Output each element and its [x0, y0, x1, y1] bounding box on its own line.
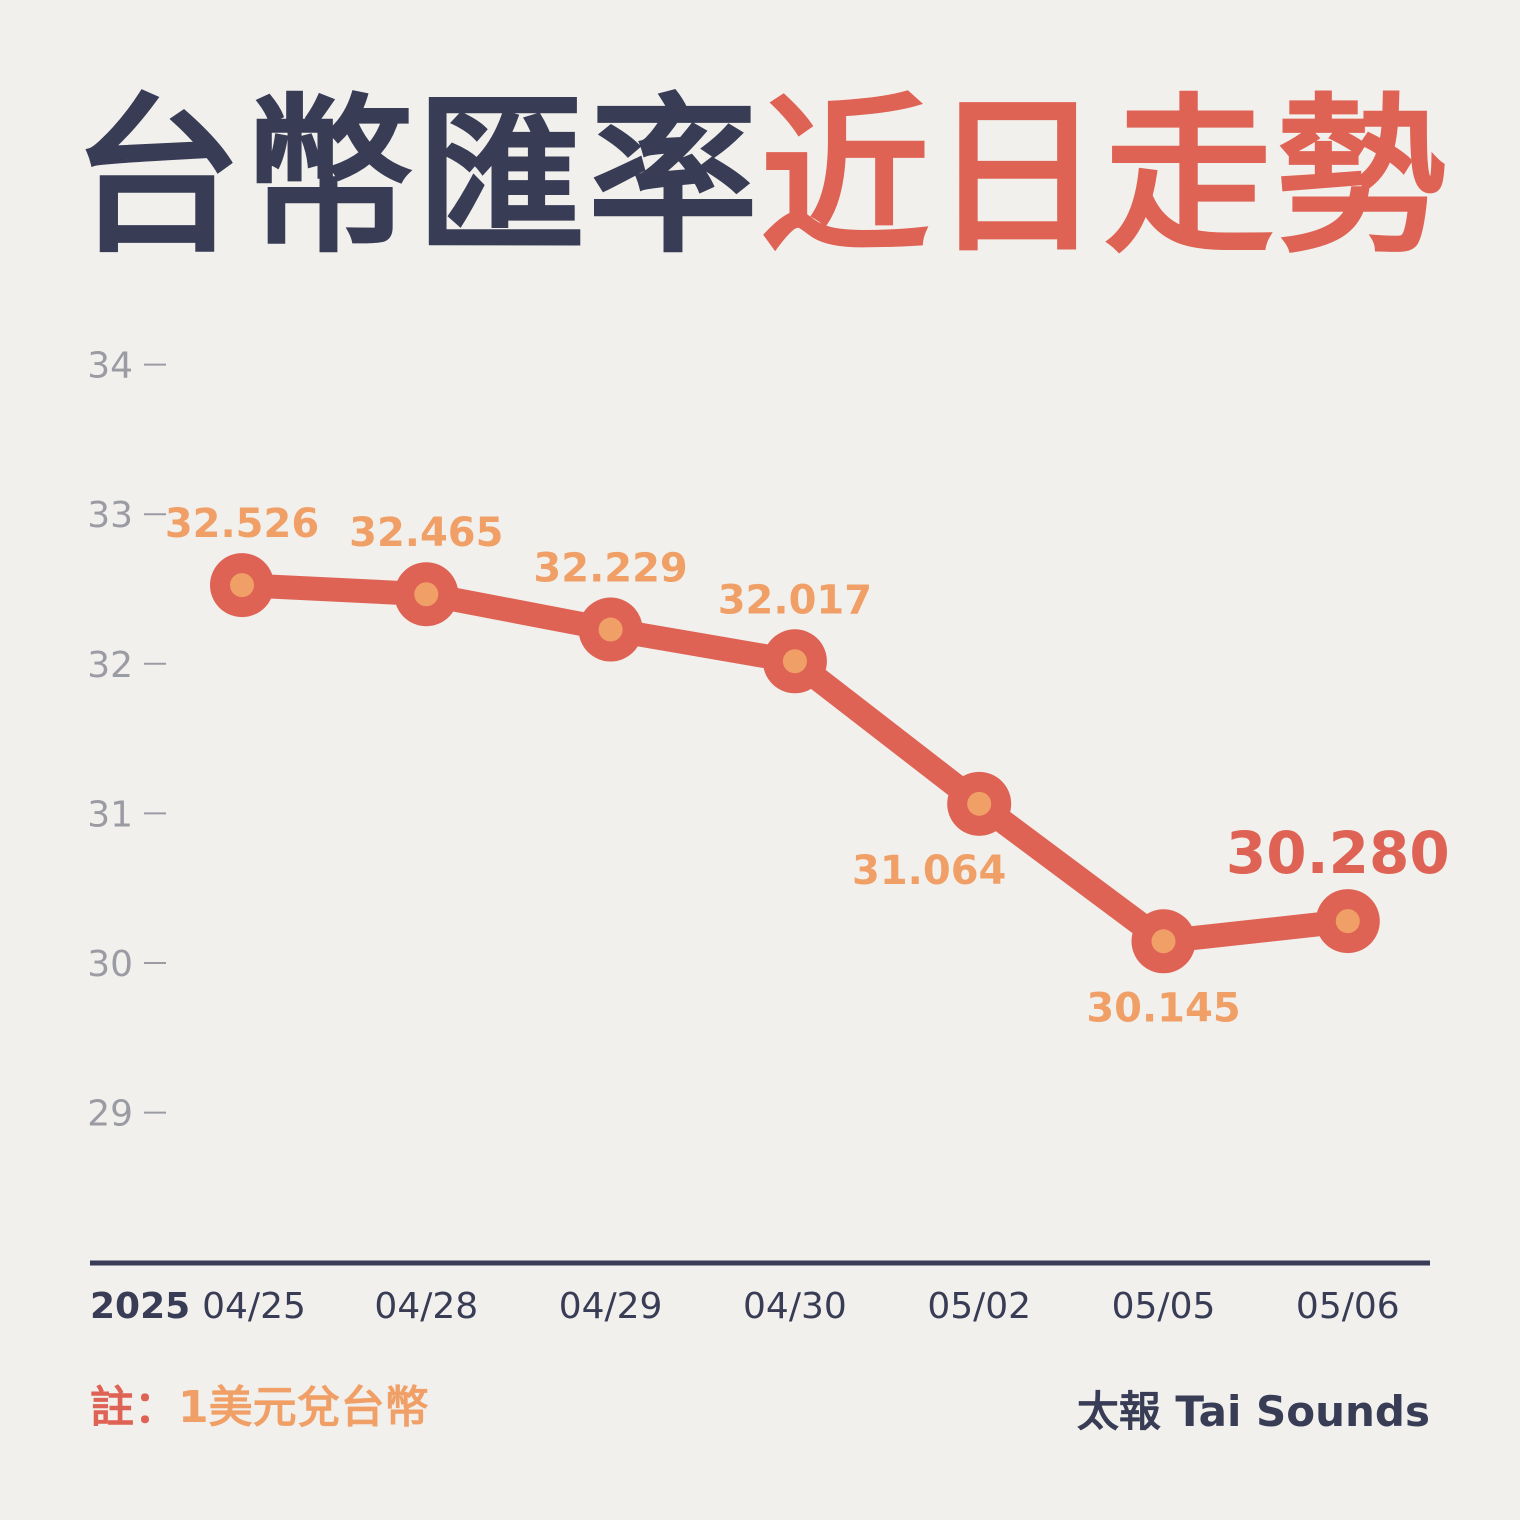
x-tick-label: 05/06: [1296, 1286, 1400, 1327]
title-part-2: 近日走勢: [760, 79, 1449, 277]
y-tick-label: 34: [87, 346, 133, 387]
data-label: 32.017: [718, 577, 872, 623]
data-point-marker-core: [230, 573, 254, 598]
data-point-marker-core: [1335, 909, 1360, 934]
footnote-text: 1美元兌台幣: [178, 1382, 429, 1433]
data-label: 32.465: [349, 510, 503, 556]
data-point-marker-core: [782, 649, 807, 674]
data-point-marker-core: [414, 582, 439, 607]
x-tick-label: 05/02: [927, 1286, 1031, 1327]
x-tick-label: 04/28: [374, 1286, 478, 1327]
footnote-label: 註：: [90, 1382, 178, 1433]
data-label: 31.064: [852, 848, 1006, 894]
data-point-marker-core: [967, 791, 992, 816]
data-label-latest: 30.280: [1226, 819, 1450, 887]
data-point-marker-core: [598, 617, 623, 642]
y-tick-label: 30: [87, 944, 133, 985]
y-tick-label: 32: [87, 645, 133, 686]
data-label: 32.229: [533, 546, 687, 592]
source-credit: 太報 Tai Sounds: [1076, 1387, 1430, 1436]
title-part-1: 台幣匯率: [71, 79, 760, 277]
x-tick-label: 04/25: [202, 1286, 306, 1327]
page-title: 台幣匯率近日走勢: [0, 78, 1520, 278]
y-tick-label: 33: [87, 495, 133, 536]
footnote: 註：1美元兌台幣: [90, 1378, 429, 1438]
data-point-marker-core: [1151, 929, 1176, 954]
x-tick-label: 04/30: [743, 1286, 847, 1327]
data-label: 32.526: [165, 501, 319, 547]
y-tick-label: 29: [87, 1094, 133, 1135]
y-tick-label: 31: [87, 794, 133, 835]
data-label: 30.145: [1086, 985, 1240, 1031]
x-tick-label: 05/05: [1112, 1286, 1216, 1327]
x-axis-year-label: 2025: [90, 1286, 190, 1327]
x-tick-label: 04/29: [559, 1286, 663, 1327]
